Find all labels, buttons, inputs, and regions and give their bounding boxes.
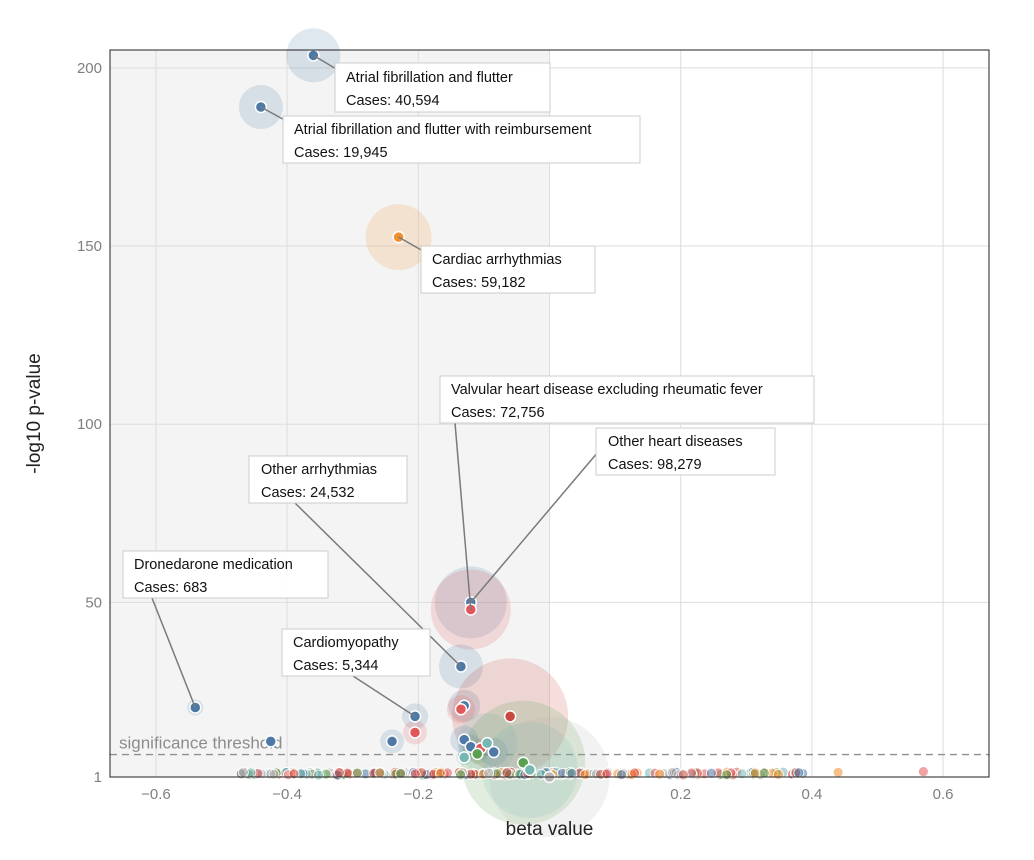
x-axis-title: beta value bbox=[506, 819, 594, 840]
data-point bbox=[480, 736, 494, 750]
data-points bbox=[189, 49, 556, 784]
minor-point bbox=[374, 767, 386, 779]
y-axis-title: -log10 p-value bbox=[24, 353, 45, 473]
annotation-cases: Cases: 98,279 bbox=[608, 457, 702, 473]
minor-point bbox=[579, 769, 591, 780]
x-tick-label: −0.4 bbox=[272, 786, 302, 803]
annotation-box bbox=[595, 427, 776, 476]
annotation-cases: Cases: 59,182 bbox=[432, 275, 526, 291]
minor-point bbox=[333, 767, 345, 779]
annotation-name: Cardiac arrhythmias bbox=[432, 252, 562, 268]
minor-point bbox=[434, 767, 446, 779]
annotation-name: Valvular heart disease excluding rheumat… bbox=[451, 382, 763, 398]
annotation-name: Dronedarone medication bbox=[134, 557, 293, 573]
annotation-leader bbox=[454, 422, 472, 610]
minor-point bbox=[455, 769, 467, 781]
annotation-leader bbox=[294, 502, 462, 668]
annotation-leader bbox=[151, 597, 196, 708]
y-tick-label: 150 bbox=[77, 238, 102, 255]
y-tick-label: 100 bbox=[77, 416, 102, 433]
annotation-box bbox=[122, 550, 329, 599]
annotation-cases: Cases: 683 bbox=[134, 580, 207, 596]
annotation-box bbox=[281, 628, 431, 677]
minor-point bbox=[288, 768, 300, 780]
minor-point bbox=[566, 767, 578, 779]
annotation-box bbox=[439, 375, 815, 424]
x-tick-label: −0.2 bbox=[403, 786, 433, 803]
minor-point bbox=[237, 766, 249, 778]
minor-point bbox=[268, 768, 280, 780]
data-point bbox=[487, 745, 500, 759]
data-point bbox=[503, 710, 517, 723]
data-point bbox=[454, 703, 468, 716]
minor-point bbox=[666, 767, 678, 778]
data-point bbox=[471, 747, 484, 761]
data-point bbox=[264, 735, 277, 748]
annotation-leader bbox=[352, 675, 416, 718]
minor-point bbox=[395, 767, 407, 779]
annotation-box bbox=[282, 115, 641, 164]
data-point bbox=[523, 763, 537, 777]
minor-point bbox=[601, 768, 613, 780]
data-point bbox=[385, 735, 399, 748]
annotation-leader bbox=[398, 236, 424, 252]
minor-point bbox=[705, 767, 717, 779]
minor-point bbox=[616, 769, 627, 780]
minor-point bbox=[832, 766, 844, 778]
minor-point bbox=[793, 767, 805, 779]
minor-point bbox=[772, 768, 784, 780]
annotations: Atrial fibrillation and flutter Cases: 40… bbox=[122, 54, 815, 718]
y-tick-label: 1 bbox=[94, 769, 102, 786]
significance-threshold-label: significance threshold bbox=[119, 734, 282, 753]
annotation-cases: Cases: 40,594 bbox=[346, 93, 440, 109]
minor-point bbox=[483, 767, 495, 779]
minor-point bbox=[677, 769, 689, 781]
annotation-cases: Cases: 24,532 bbox=[261, 485, 355, 501]
minor-point bbox=[721, 769, 733, 781]
annotation-name: Atrial fibrillation and flutter with rei… bbox=[294, 122, 591, 138]
annotation-cases: Cases: 5,344 bbox=[293, 658, 378, 674]
annotation-box bbox=[420, 245, 596, 294]
minor-point bbox=[409, 768, 421, 780]
minor-point bbox=[312, 769, 324, 781]
x-axis-ticks: −0.6 −0.4 −0.2 0.2 0.4 0.6 bbox=[141, 786, 953, 803]
minor-point bbox=[918, 766, 929, 778]
minor-point bbox=[736, 768, 748, 780]
minor-points bbox=[235, 766, 929, 781]
y-tick-label: 200 bbox=[77, 60, 102, 77]
data-point bbox=[408, 726, 422, 739]
x-tick-label: −0.6 bbox=[141, 786, 171, 803]
x-tick-label: 0.4 bbox=[801, 786, 822, 803]
minor-point bbox=[654, 768, 666, 780]
annotation-name: Other arrhythmias bbox=[261, 462, 377, 478]
minor-point bbox=[758, 767, 770, 779]
annotation-box bbox=[334, 62, 551, 113]
annotation-name: Cardiomyopathy bbox=[293, 635, 399, 651]
annotation-name: Atrial fibrillation and flutter bbox=[346, 70, 513, 86]
annotation-cases: Cases: 72,756 bbox=[451, 405, 545, 421]
x-tick-label: 0.2 bbox=[670, 786, 691, 803]
plot-frame bbox=[109, 49, 990, 778]
annotation-cases: Cases: 19,945 bbox=[294, 145, 388, 161]
annotation-leader bbox=[312, 54, 339, 71]
minor-point bbox=[352, 767, 363, 779]
data-point bbox=[457, 751, 471, 764]
x-tick-label: 0.6 bbox=[933, 786, 954, 803]
minor-point bbox=[629, 767, 641, 779]
annotation-leader bbox=[470, 451, 599, 603]
annotation-name: Other heart diseases bbox=[608, 434, 743, 450]
y-tick-label: 50 bbox=[85, 594, 102, 611]
minor-point bbox=[501, 767, 513, 778]
annotation-box bbox=[248, 455, 408, 504]
